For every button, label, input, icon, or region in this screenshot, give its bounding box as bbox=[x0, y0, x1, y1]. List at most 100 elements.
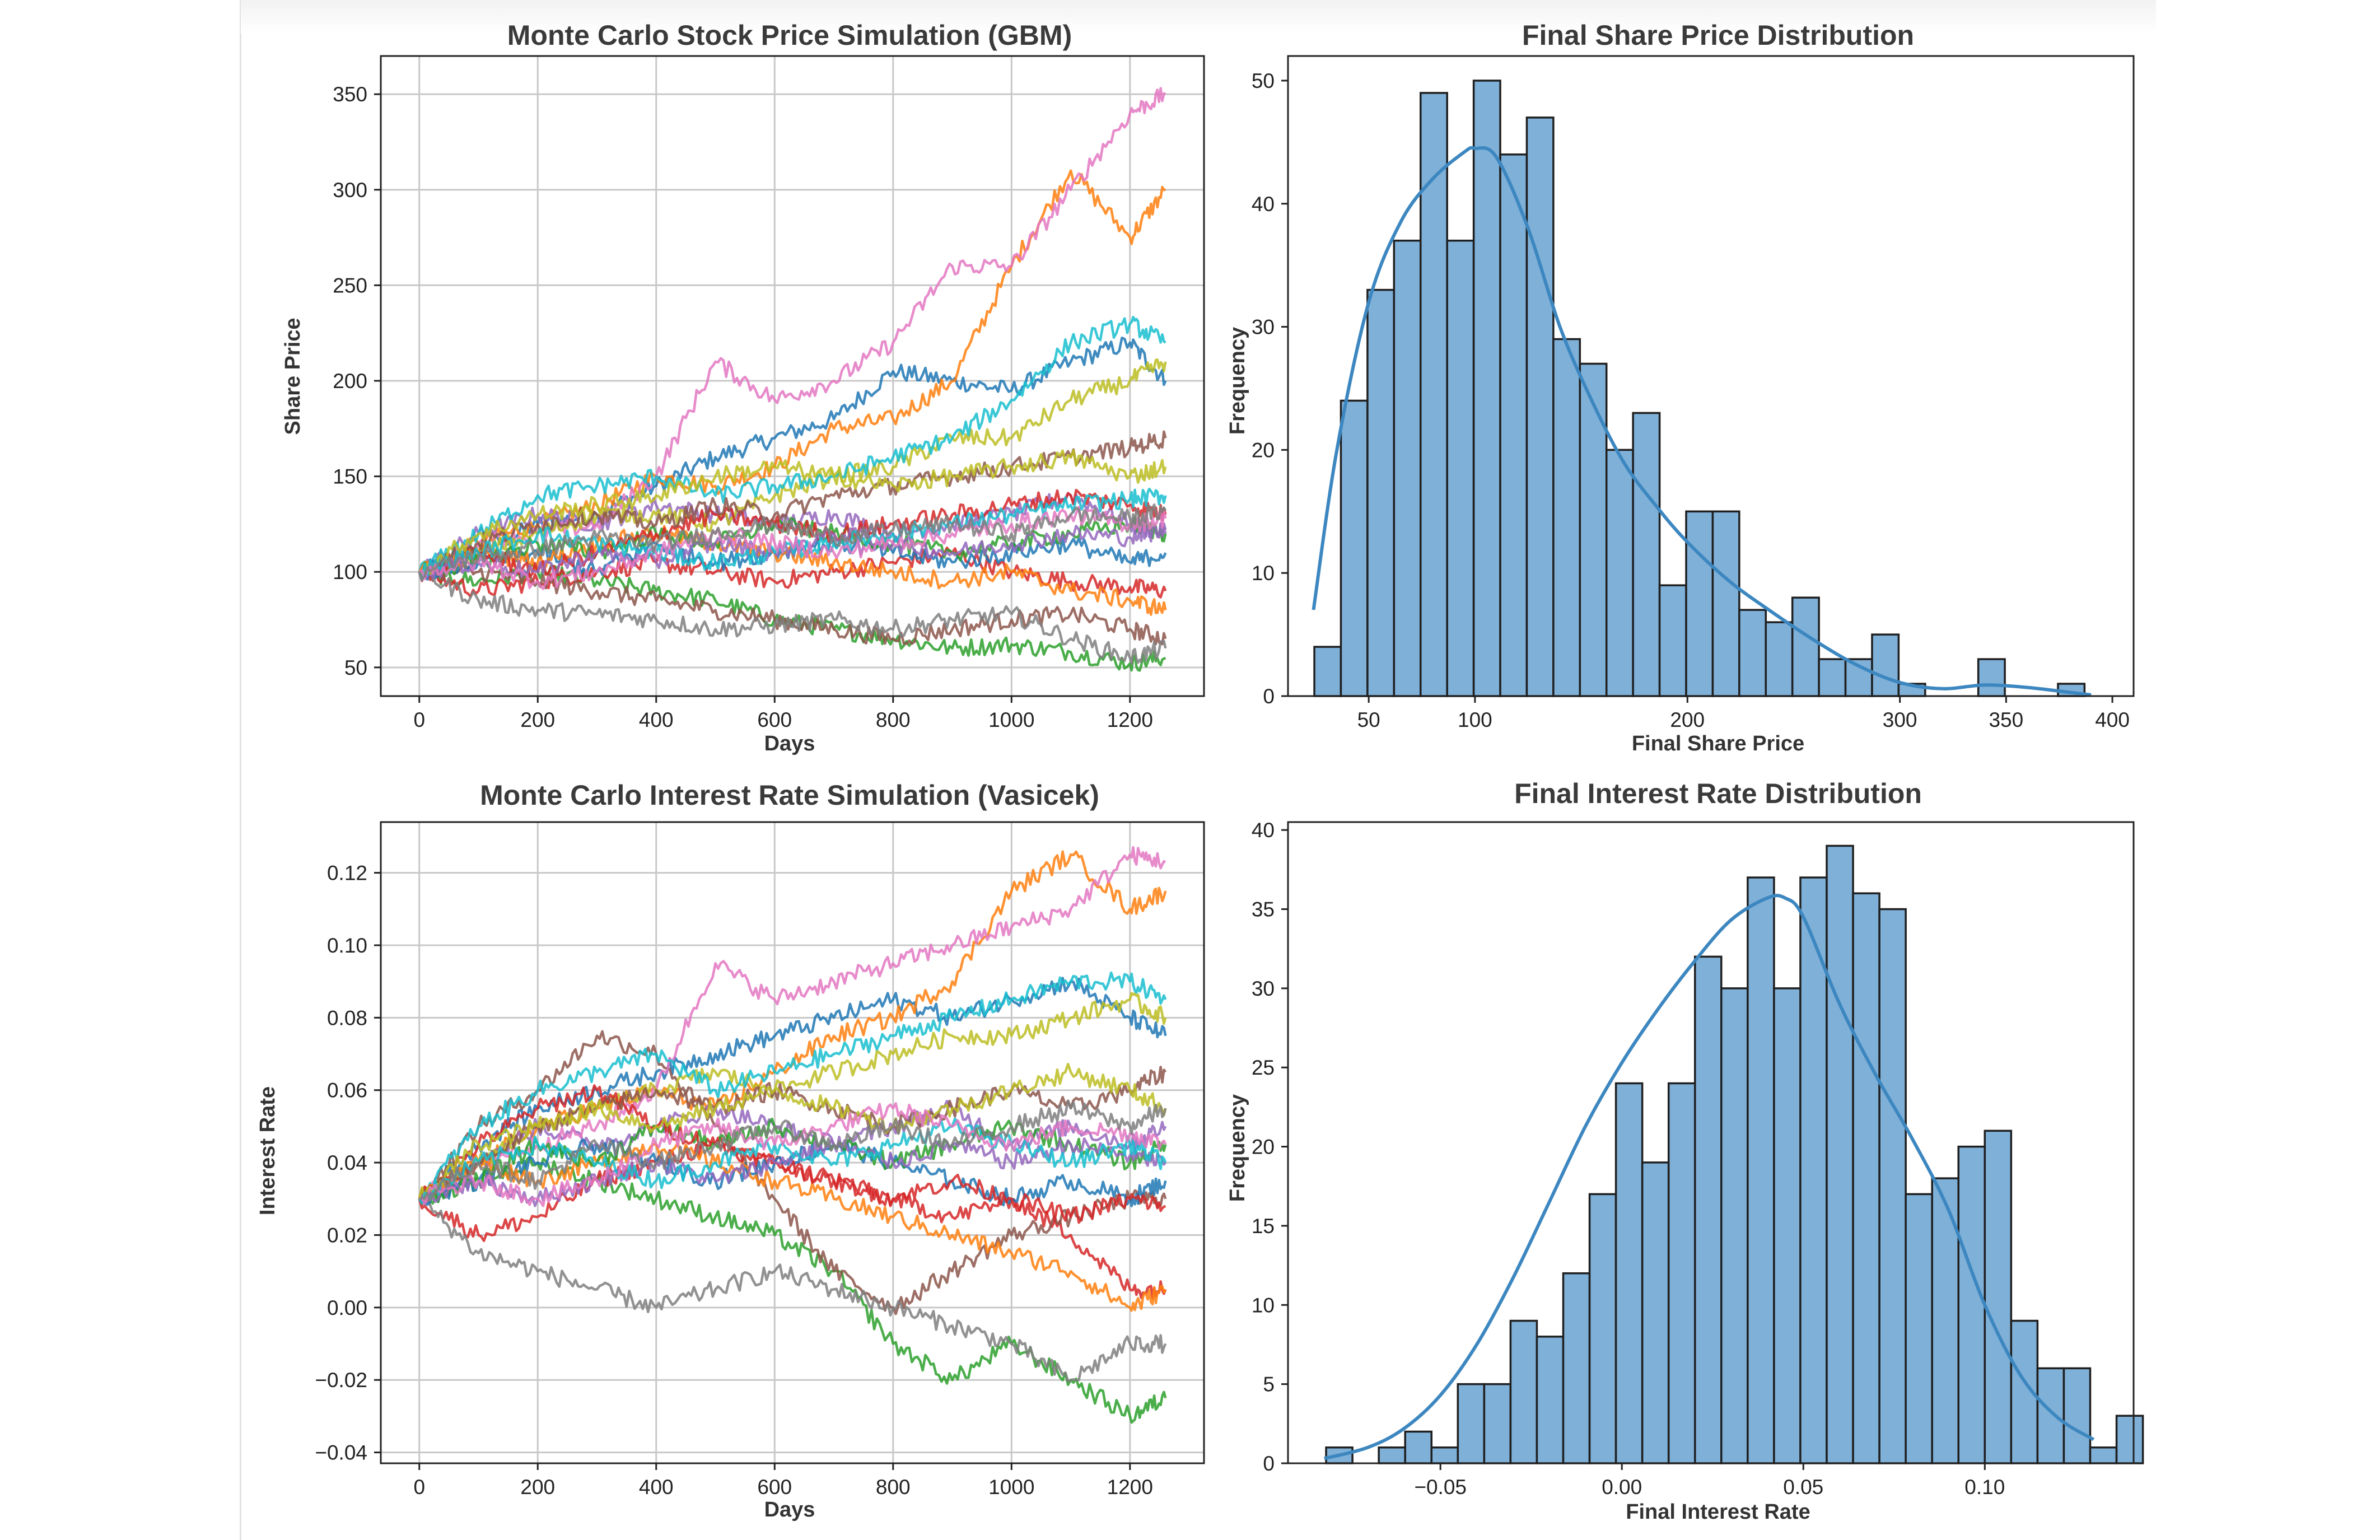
price-dist-histogram-bar-16 bbox=[1738, 609, 1767, 697]
price-dist-histogram-bar-13 bbox=[1658, 584, 1687, 697]
stock-y-axis-label: Share Price bbox=[281, 318, 305, 435]
price-dist-histogram-bar-21 bbox=[1871, 633, 1900, 697]
stock-x-tick-label-6: 1200 bbox=[1107, 708, 1153, 731]
rate-series-rate-8 bbox=[418, 1197, 1167, 1383]
stock-series-path-7 bbox=[418, 87, 1166, 578]
rate-dist-x-tick-label-2: 0.05 bbox=[1783, 1476, 1823, 1499]
stock-x-tick-label-2: 400 bbox=[639, 708, 674, 731]
price-dist-y-axis-label: Frequency bbox=[1226, 327, 1249, 435]
rate-dist-histogram-bar-30 bbox=[2115, 1415, 2144, 1464]
rate-dist-y-tick-label-5: 25 bbox=[1252, 1056, 1275, 1079]
price-dist-histogram-bar-6 bbox=[1472, 80, 1501, 697]
rate-series-rate-12 bbox=[418, 1141, 1167, 1312]
stock-series-path-14 bbox=[418, 488, 1167, 581]
stock-x-tick-label-5: 1000 bbox=[988, 708, 1034, 731]
rate-dist-histogram-bar-24 bbox=[1957, 1145, 1986, 1464]
price-dist-y-tick-label-1: 10 bbox=[1252, 562, 1275, 585]
rate-y-tick-label-3: 0.02 bbox=[327, 1224, 367, 1247]
price-dist-y-tick-label-2: 20 bbox=[1252, 438, 1275, 461]
rate-y-tick-label-8: 0.12 bbox=[327, 862, 367, 885]
rate-dist-histogram-bar-29 bbox=[2089, 1446, 2118, 1464]
rate-y-tick-label-1: −0.02 bbox=[315, 1369, 367, 1392]
rate-dist-x-tick-label-1: 0.00 bbox=[1602, 1476, 1642, 1499]
stock-x-tick-label-3: 600 bbox=[757, 708, 792, 731]
stock-series-path-16 bbox=[418, 522, 1167, 580]
stock-series-path-17 bbox=[418, 449, 1167, 577]
stock-y-tick-label-3: 200 bbox=[333, 370, 367, 393]
rate-series-rate-19 bbox=[418, 1102, 1167, 1207]
rate-plot-frame bbox=[380, 821, 1205, 1464]
rate-dist-histogram-bar-21 bbox=[1878, 908, 1907, 1464]
price-dist-histogram-bar-3 bbox=[1393, 239, 1422, 697]
rate-dist-y-tick-label-4: 20 bbox=[1252, 1136, 1275, 1159]
price-dist-title: Final Share Price Distribution bbox=[1522, 20, 1914, 51]
rate-chart-title: Monte Carlo Interest Rate Simulation (Va… bbox=[480, 780, 1099, 811]
price-dist-histogram-bar-4 bbox=[1419, 92, 1448, 697]
price-dist-x-tick-label-1: 100 bbox=[1458, 708, 1492, 731]
rate-dist-histogram-bar-11 bbox=[1614, 1082, 1644, 1464]
price-dist-x-tick-label-0: 50 bbox=[1357, 708, 1380, 731]
price-dist-histogram-bar-18 bbox=[1791, 596, 1820, 697]
rate-dist-x-tick-label-3: 0.10 bbox=[1964, 1476, 2005, 1499]
price-dist-x-tick-label-2: 200 bbox=[1670, 708, 1705, 731]
price-dist-histogram-bar-12 bbox=[1632, 412, 1661, 697]
stock-plot-frame bbox=[380, 55, 1205, 697]
rate-simulation-panel: Monte Carlo Interest Rate Simulation (Va… bbox=[256, 780, 1205, 1522]
price-dist-y-tick-label-5: 50 bbox=[1252, 69, 1275, 92]
rate-x-tick-label-0: 0 bbox=[413, 1476, 425, 1499]
price-dist-histogram-bar-15 bbox=[1711, 510, 1740, 697]
rate-series-rate-7 bbox=[419, 846, 1166, 1200]
price-dist-histogram-bar-0 bbox=[1313, 646, 1342, 697]
rate-distribution-panel: Final Interest Rate Distribution −0.05 0.… bbox=[1226, 778, 2144, 1524]
rate-series-rate-18 bbox=[418, 1117, 1167, 1205]
rate-dist-x-tick-label-0: −0.05 bbox=[1414, 1476, 1467, 1499]
rate-dist-histogram-bar-17 bbox=[1773, 987, 1802, 1464]
stock-y-tick-label-2: 150 bbox=[333, 465, 367, 488]
stock-simulation-panel: Monte Carlo Stock Price Simulation (GBM)… bbox=[281, 20, 1205, 755]
rate-series-rate-14 bbox=[418, 1084, 1166, 1224]
rate-x-tick-label-3: 600 bbox=[757, 1476, 792, 1499]
stock-x-tick-label-0: 0 bbox=[413, 708, 425, 731]
rate-dist-histogram-bar-22 bbox=[1905, 1193, 1933, 1464]
stock-series-path-19 bbox=[418, 506, 1167, 590]
rate-dist-y-tick-label-3: 15 bbox=[1252, 1215, 1275, 1238]
rate-dist-histogram-bar-2 bbox=[1378, 1446, 1406, 1464]
rate-dist-histogram-bar-16 bbox=[1747, 876, 1775, 1464]
rate-dist-histogram-bar-28 bbox=[2062, 1367, 2092, 1464]
price-dist-histogram-bar-11 bbox=[1605, 449, 1634, 697]
rate-dist-histogram-bar-20 bbox=[1852, 892, 1880, 1464]
rate-dist-histogram-bar-25 bbox=[1984, 1130, 2013, 1464]
stock-x-tick-label-4: 800 bbox=[876, 708, 911, 731]
rate-dist-histogram-bar-5 bbox=[1457, 1383, 1486, 1464]
page-top-shading bbox=[241, 0, 2156, 34]
rate-dist-histogram-bar-9 bbox=[1562, 1272, 1591, 1464]
rate-series-rate-15 bbox=[418, 1066, 1167, 1200]
rate-x-tick-label-2: 400 bbox=[639, 1476, 674, 1499]
rate-y-tick-label-4: 0.04 bbox=[327, 1151, 367, 1174]
stock-y-tick-label-4: 250 bbox=[333, 274, 367, 297]
rate-dist-histogram-bar-13 bbox=[1667, 1082, 1696, 1464]
rate-dist-y-tick-label-1: 5 bbox=[1263, 1373, 1275, 1396]
rate-y-tick-label-7: 0.10 bbox=[327, 934, 367, 957]
rate-dist-kde-curve bbox=[1324, 894, 2095, 1460]
rate-dist-histogram-bar-6 bbox=[1483, 1383, 1512, 1464]
rate-dist-x-axis-label: Final Interest Rate bbox=[1626, 1500, 1810, 1524]
rate-dist-histogram-bar-3 bbox=[1404, 1430, 1432, 1464]
stock-series-path-2 bbox=[418, 169, 1166, 580]
rate-series-rate-20 bbox=[419, 1099, 1167, 1202]
price-dist-histogram-bar-25 bbox=[1977, 658, 2006, 697]
page-left-border bbox=[0, 0, 241, 1540]
rate-y-axis-label: Interest Rate bbox=[256, 1086, 279, 1215]
rate-dist-histogram-bar-8 bbox=[1536, 1336, 1565, 1464]
price-dist-histogram-bar-5 bbox=[1446, 239, 1475, 697]
price-dist-y-tick-label-0: 0 bbox=[1263, 685, 1275, 708]
rate-series-rate-17 bbox=[418, 1062, 1167, 1200]
stock-x-axis-label: Days bbox=[764, 732, 815, 755]
rate-dist-histogram-bar-4 bbox=[1430, 1446, 1459, 1464]
rate-dist-histogram-bar-18 bbox=[1799, 876, 1828, 1464]
stock-chart-title: Monte Carlo Stock Price Simulation (GBM) bbox=[507, 20, 1072, 51]
stock-y-tick-label-0: 50 bbox=[344, 656, 367, 679]
stock-series-path-11 bbox=[418, 534, 1167, 581]
rate-series-rate-10 bbox=[418, 971, 1167, 1203]
